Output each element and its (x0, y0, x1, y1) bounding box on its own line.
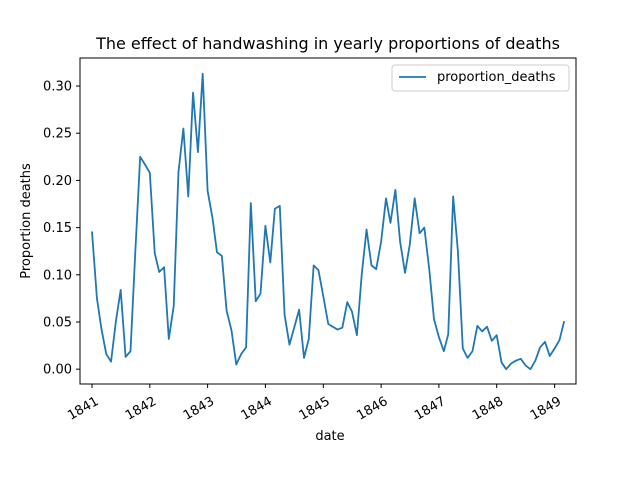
plot-area (80, 58, 576, 384)
y-tick-label: 0.05 (43, 315, 72, 330)
y-tick-label: 0.30 (43, 80, 72, 95)
y-tick-label: 0.25 (43, 127, 72, 142)
axes-frame (79, 57, 577, 385)
legend-label-proportion-deaths: proportion_deaths (437, 70, 556, 85)
x-axis-label: date (315, 429, 344, 444)
legend-box (391, 64, 570, 92)
chart-title: The effect of handwashing in yearly prop… (95, 34, 560, 53)
legend: proportion_deaths (391, 64, 570, 92)
y-tick-label: 0.15 (43, 221, 72, 236)
y-tick-label: 0.10 (43, 268, 72, 283)
series-line-proportion-deaths (91, 72, 566, 371)
y-tick-label: 0.20 (43, 174, 72, 189)
y-axis-label: Proportion deaths (19, 163, 34, 279)
y-axis: 0.00 0.05 0.10 0.15 0.20 0.25 0.30 (43, 80, 80, 378)
y-tick-label: 0.00 (43, 363, 72, 378)
